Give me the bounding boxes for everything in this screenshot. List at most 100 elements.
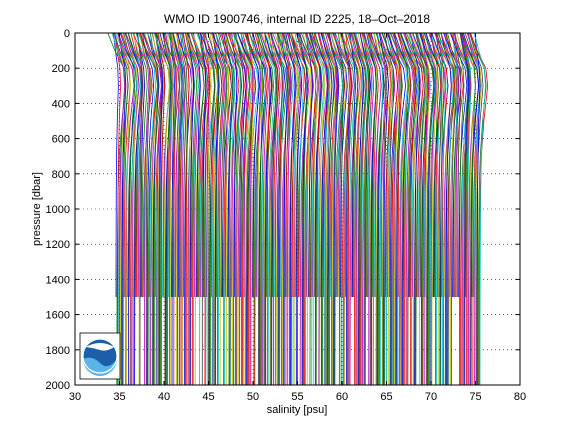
profile-line xyxy=(416,32,430,386)
profile-line xyxy=(218,32,228,298)
profile-line xyxy=(175,32,185,386)
profile-line xyxy=(127,32,142,386)
profile-line xyxy=(139,32,159,298)
profile-line xyxy=(118,32,127,386)
profile-line xyxy=(355,32,368,386)
profile-line xyxy=(354,32,364,386)
x-tick-label: 80 xyxy=(514,391,526,403)
y-tick-labels: 0 200 400 600 800 1000 1200 1400 1600 1800 2000 xyxy=(46,28,70,392)
profile-line xyxy=(341,32,350,298)
profile-line xyxy=(185,32,193,386)
profile-line xyxy=(361,32,373,298)
profile-line xyxy=(154,32,163,386)
profile-line xyxy=(177,32,184,298)
profile-line xyxy=(348,32,359,298)
profile-line xyxy=(398,32,409,386)
profile-line xyxy=(420,32,429,386)
profile-line xyxy=(198,32,207,386)
profile-line xyxy=(284,32,292,386)
profile-line xyxy=(466,32,481,298)
profile-line xyxy=(453,32,469,386)
profile-line xyxy=(141,32,151,386)
profile-line xyxy=(425,32,437,386)
profile-line xyxy=(352,32,362,386)
profile-line xyxy=(435,32,449,298)
profile-line xyxy=(409,32,421,386)
profile-line xyxy=(113,32,119,298)
profile-line xyxy=(225,32,242,386)
profile-line xyxy=(277,32,293,298)
profile-line xyxy=(317,32,329,298)
profile-line xyxy=(345,32,352,386)
profile-line xyxy=(398,32,415,386)
profile-line xyxy=(165,32,174,386)
profile-line xyxy=(400,32,416,386)
profile-line xyxy=(213,32,220,298)
profile-line xyxy=(299,32,314,298)
profile-line xyxy=(379,32,392,298)
profile-line xyxy=(322,32,335,386)
chart-title: WMO ID 1900746, internal ID 2225, 18–Oct… xyxy=(164,12,430,26)
profile-line xyxy=(170,32,178,386)
profile-line xyxy=(164,32,173,298)
profile-line xyxy=(474,32,481,386)
x-tick-labels: 30 35 40 45 50 55 60 65 70 75 80 xyxy=(69,391,526,403)
profile-line xyxy=(205,32,216,386)
profile-line xyxy=(326,32,344,386)
profile-line xyxy=(314,32,326,386)
profile-line xyxy=(425,32,438,386)
profile-line xyxy=(383,32,393,386)
profile-line xyxy=(107,32,127,386)
profile-line xyxy=(264,32,271,386)
profile-line xyxy=(267,32,280,386)
profile-line xyxy=(385,32,398,386)
profile-line xyxy=(435,32,443,298)
profile-line xyxy=(460,32,476,386)
profile-line xyxy=(464,32,481,386)
profile-line xyxy=(212,32,225,386)
profile-line xyxy=(298,32,308,386)
profile-line xyxy=(400,32,419,298)
profile-line xyxy=(280,32,288,386)
profile-line xyxy=(209,32,219,386)
y-tick-label: 1000 xyxy=(46,204,70,216)
profile-line xyxy=(462,32,472,386)
profile-line xyxy=(139,32,150,386)
profile-line xyxy=(404,32,417,386)
profile-line xyxy=(285,32,296,386)
profile-line xyxy=(199,32,207,298)
profile-line xyxy=(313,32,321,298)
profile-line xyxy=(179,32,188,298)
profile-line xyxy=(234,32,253,386)
profile-line xyxy=(328,32,340,386)
x-tick-label: 55 xyxy=(291,391,303,403)
profile-line xyxy=(305,32,313,298)
profile-line xyxy=(268,32,277,298)
profile-line xyxy=(389,32,409,386)
profile-line xyxy=(183,32,190,386)
x-tick-label: 30 xyxy=(69,391,81,403)
profile-line xyxy=(417,32,431,298)
profile-line xyxy=(444,32,457,386)
noaa-logo-bird-icon xyxy=(86,343,114,351)
profile-line xyxy=(269,32,281,386)
profile-line xyxy=(349,32,356,298)
profile-line xyxy=(469,32,487,386)
profile-line xyxy=(363,32,373,298)
profile-line xyxy=(430,32,439,298)
profile-line xyxy=(373,32,384,386)
y-tick-label: 400 xyxy=(52,98,70,110)
profile-line xyxy=(421,32,431,298)
profile-line xyxy=(133,32,144,298)
profile-line xyxy=(452,32,459,298)
profile-line xyxy=(330,32,345,298)
profile-line xyxy=(376,32,387,298)
profile-line xyxy=(345,32,359,298)
profile-line xyxy=(223,32,234,298)
profile-line xyxy=(338,32,345,386)
profile-line xyxy=(290,32,306,298)
profile-line xyxy=(468,32,476,298)
x-tick-label: 40 xyxy=(158,391,170,403)
profile-line xyxy=(166,32,174,386)
